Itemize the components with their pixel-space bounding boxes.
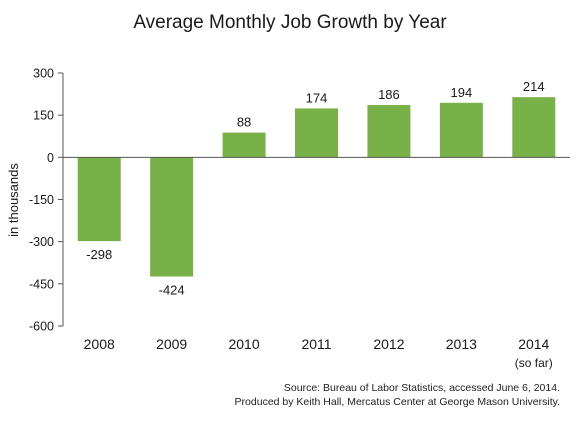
x-tick-label: 2010	[228, 336, 259, 352]
y-tick-label: 0	[47, 151, 54, 165]
data-label-2011: 174	[306, 90, 328, 105]
data-label-2012: 186	[378, 87, 400, 102]
data-label-2014: 214	[523, 79, 545, 94]
data-label-2013: 194	[451, 85, 473, 100]
source-note: Source: Bureau of Labor Statistics, acce…	[283, 382, 560, 394]
x-tick-label: 2011	[301, 336, 331, 352]
y-axis-title: in thousands	[6, 163, 21, 237]
x-tick-label: 2008	[84, 336, 115, 352]
x-axis: 2008 2009 2010 2011 2012 2013 2014 (so far)	[84, 336, 553, 370]
y-axis: 300 150 0 -150 -300 -450 -600	[29, 67, 64, 334]
x-tick-sublabel: (so far)	[515, 356, 553, 370]
y-tick-label: -150	[29, 193, 54, 207]
bar-2008	[77, 157, 121, 242]
credit-note: Produced by Keith Hall, Mercatus Center …	[234, 396, 560, 408]
data-labels: -298 -424 88 174 186 194 214	[86, 79, 544, 297]
data-label-2010: 88	[237, 115, 251, 130]
bar-2010	[222, 132, 266, 158]
bar-2009	[150, 157, 194, 277]
y-tick-label: -600	[29, 320, 54, 334]
x-tick-label: 2014	[518, 336, 549, 352]
chart-title: Average Monthly Job Growth by Year	[133, 12, 447, 33]
data-label-2009: -424	[159, 283, 185, 298]
bars	[77, 97, 556, 277]
x-tick-label: 2009	[156, 336, 187, 352]
x-tick-label: 2012	[373, 336, 404, 352]
bar-2013	[439, 102, 483, 158]
y-tick-label: -300	[29, 235, 54, 249]
bar-2014	[512, 97, 556, 158]
bar-2011	[295, 108, 338, 158]
bar-2012	[367, 105, 411, 158]
y-tick-label: 300	[33, 67, 54, 81]
y-tick-label: 150	[33, 109, 54, 123]
y-tick-label: -450	[29, 277, 54, 291]
x-tick-label: 2013	[446, 336, 477, 352]
data-label-2008: -298	[86, 247, 112, 262]
